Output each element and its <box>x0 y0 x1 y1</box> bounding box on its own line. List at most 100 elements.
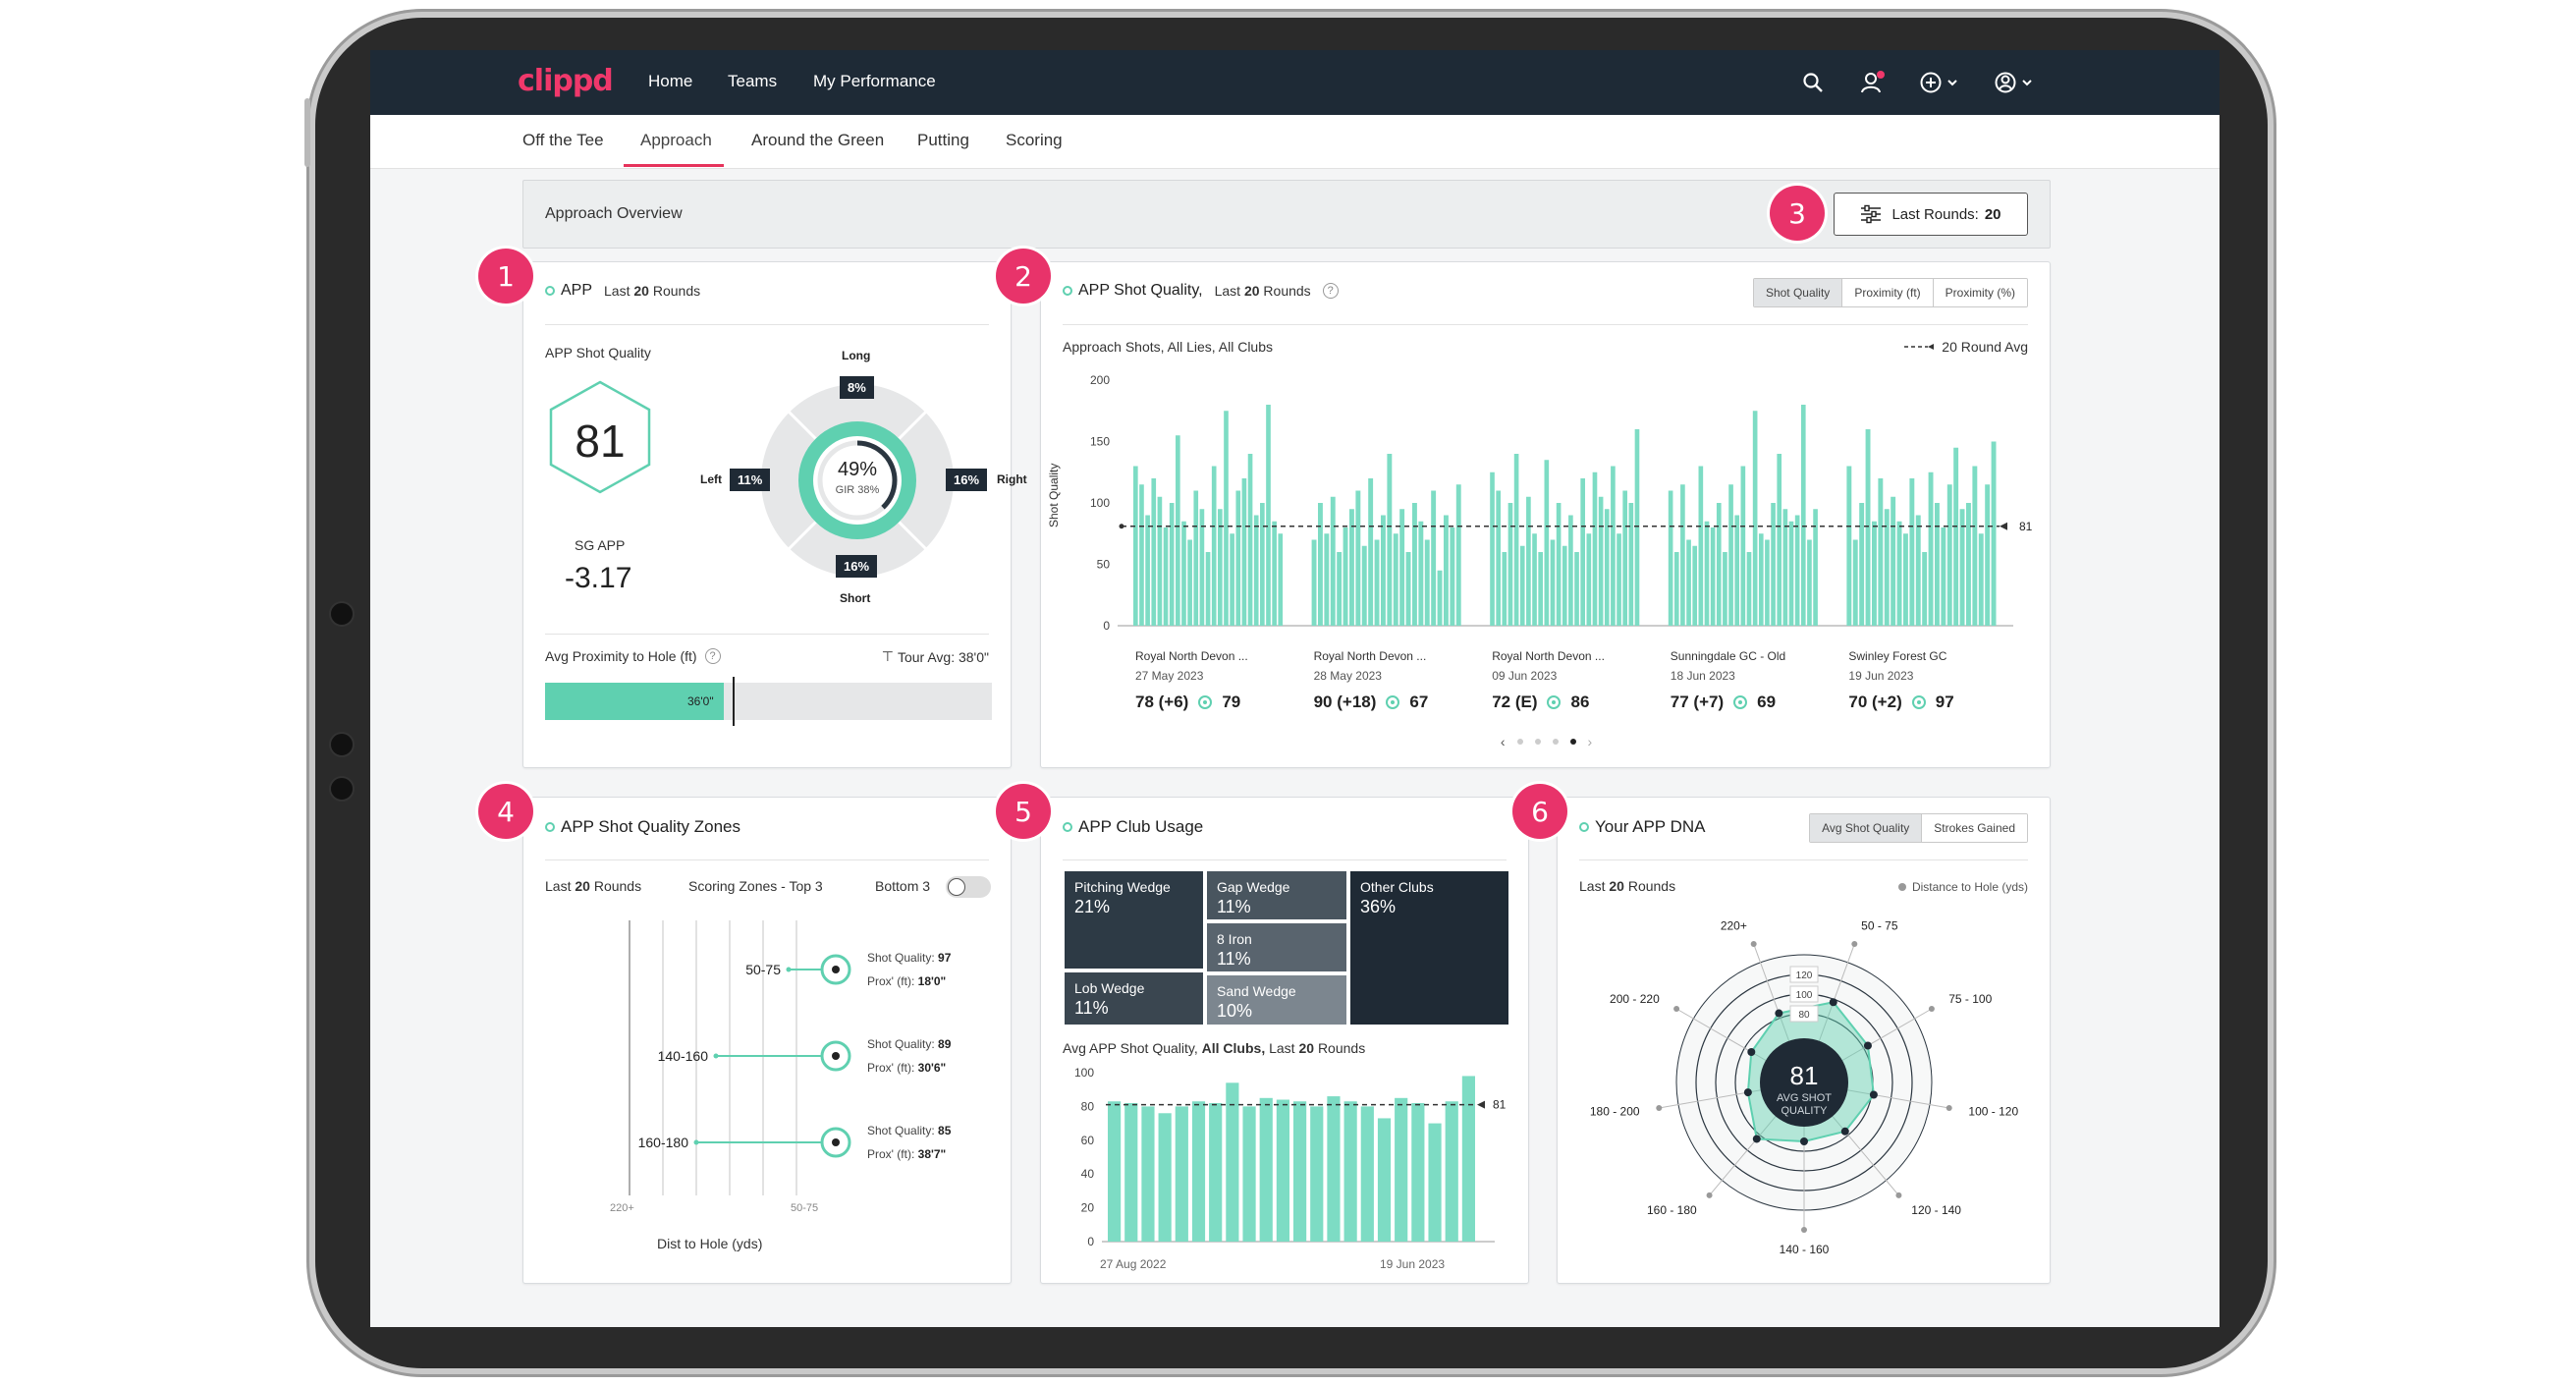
club-lob-wedge[interactable]: Lob Wedge 11% <box>1063 970 1205 1026</box>
y-tick-label: 100 <box>1074 1066 1094 1080</box>
bar <box>1728 484 1733 626</box>
search-icon[interactable] <box>1794 64 1832 101</box>
bar <box>1859 503 1865 626</box>
shot-quality-hexagon <box>549 380 651 494</box>
bar <box>1502 552 1507 626</box>
people-notification-icon[interactable] <box>1855 64 1892 101</box>
zones-axis-left: 220+ <box>610 1202 634 1214</box>
bar <box>1622 490 1628 626</box>
pager-dot[interactable] <box>1552 739 1559 745</box>
bar <box>1903 533 1908 626</box>
proximity-bar-fill <box>545 683 724 720</box>
radar-axis-label: 200 - 220 <box>1610 992 1660 1006</box>
bar <box>1704 521 1710 626</box>
bar <box>1411 1102 1425 1242</box>
zone-proximity: Prox' (ft): 38'7" <box>867 1147 946 1161</box>
miss-compass: Long 8% 11% 16% 16% Short Left Right 49%… <box>700 349 1027 605</box>
round-date: 27 May 2023 <box>1135 669 1204 683</box>
y-tick-label: 0 <box>1103 619 1110 633</box>
toggle-proximity-ft[interactable]: Proximity (ft) <box>1842 279 1934 306</box>
bar <box>1278 533 1284 626</box>
status-ring-icon <box>545 822 555 832</box>
radar-axis-dot <box>1706 1192 1713 1198</box>
bar <box>1445 1101 1458 1242</box>
bar <box>1224 411 1229 626</box>
bar <box>1218 509 1223 626</box>
radar-center-value: 81 <box>1789 1061 1819 1090</box>
bar <box>1424 539 1430 626</box>
y-tick-label: 100 <box>1090 496 1110 510</box>
nav-my-performance[interactable]: My Performance <box>813 72 936 90</box>
bar <box>1686 539 1691 626</box>
round-summary[interactable]: Swinley Forest GC 19 Jun 2023 70 (+2) 97 <box>1848 649 2017 712</box>
bar <box>1538 552 1543 626</box>
bar <box>1519 545 1525 626</box>
bar <box>1163 527 1169 626</box>
compass-long-label: Long <box>842 349 871 362</box>
toggle-shot-quality[interactable]: Shot Quality <box>1753 279 1843 306</box>
tab-approach[interactable]: Approach <box>640 131 712 149</box>
user-account-icon[interactable] <box>1991 64 2044 101</box>
toggle-proximity-pct[interactable]: Proximity (%) <box>1933 279 2027 306</box>
shot-quality-label: APP Shot Quality <box>545 345 651 360</box>
chevron-right-icon[interactable]: › <box>1587 734 1593 749</box>
toggle-strokes-gained[interactable]: Strokes Gained <box>1922 814 2027 842</box>
round-summary[interactable]: Royal North Devon ... 27 May 2023 78 (+6… <box>1135 649 1304 712</box>
club-8-iron[interactable]: 8 Iron 11% <box>1205 921 1348 973</box>
bottom3-toggle[interactable] <box>946 876 991 898</box>
zones-rounds-label: Last 20 Rounds <box>545 878 642 894</box>
club-other-clubs[interactable]: Other Clubs 36% <box>1348 869 1510 1026</box>
bar <box>1318 503 1323 626</box>
status-ring-icon <box>1063 286 1072 296</box>
help-icon[interactable]: ? <box>1322 283 1339 299</box>
pager-dot[interactable] <box>1516 739 1523 745</box>
tab-around-the-green[interactable]: Around the Green <box>751 131 885 149</box>
zone-range-label: 160-180 <box>638 1135 689 1150</box>
nav-home[interactable]: Home <box>648 72 693 90</box>
dna-legend: Distance to Hole (yds) <box>1897 880 2028 894</box>
round-shot-quality: 79 <box>1222 693 1241 711</box>
bar <box>1361 545 1367 626</box>
compass-right-pct: 16% <box>946 469 988 491</box>
round-summary[interactable]: Sunningdale GC - Old 18 Jun 2023 77 (+7)… <box>1671 649 1839 712</box>
callout-badge-4: 4 <box>478 784 533 839</box>
tab-putting[interactable]: Putting <box>917 131 969 149</box>
tab-scoring[interactable]: Scoring <box>1006 131 1063 149</box>
y-tick-label: 0 <box>1087 1235 1094 1248</box>
shot-quality-chart: 0 50 100 150 200 81 <box>1090 373 2033 633</box>
help-icon[interactable]: ? <box>704 648 721 664</box>
radar-axis-dot <box>1895 1192 1902 1198</box>
zone-marker-center <box>832 966 840 973</box>
bar <box>1199 509 1205 626</box>
clippd-logo[interactable]: clippd <box>518 64 614 98</box>
radar-axis-dot <box>1656 1105 1663 1112</box>
shot-quality-value: 81 <box>575 416 626 467</box>
bar <box>1884 509 1890 626</box>
proximity-bar-value: 36'0" <box>687 694 714 708</box>
zones-xlabel: Dist to Hole (yds) <box>657 1236 763 1251</box>
bar <box>1586 533 1592 626</box>
last-rounds-label: Last Rounds: <box>1891 205 1979 223</box>
tab-off-the-tee[interactable]: Off the Tee <box>522 131 604 149</box>
divider <box>545 324 989 325</box>
club-gap-wedge[interactable]: Gap Wedge 11% <box>1205 869 1348 921</box>
toggle-avg-shot-quality[interactable]: Avg Shot Quality <box>1810 814 1923 842</box>
add-circle-icon[interactable] <box>1916 64 1969 101</box>
quality-ring-icon <box>1547 695 1562 709</box>
nav-teams[interactable]: Teams <box>728 72 778 90</box>
club-pitching-wedge[interactable]: Pitching Wedge 21% <box>1063 869 1205 970</box>
last-rounds-filter-button[interactable]: Last Rounds: 20 <box>1834 193 2028 236</box>
bar <box>1978 533 1984 626</box>
bar <box>1794 515 1800 626</box>
club-sand-wedge[interactable]: Sand Wedge 10% <box>1205 973 1348 1026</box>
zone-shot-quality: Shot Quality: 97 <box>867 951 952 965</box>
bar <box>1141 1106 1155 1242</box>
ring-label: 100 <box>1796 990 1813 1001</box>
chevron-left-icon[interactable]: ‹ <box>1500 734 1506 749</box>
pager-dot-active[interactable] <box>1569 739 1576 745</box>
round-summary[interactable]: Royal North Devon ... 09 Jun 2023 72 (E)… <box>1492 649 1661 712</box>
radar-point <box>1800 1137 1808 1145</box>
pager-dot[interactable] <box>1534 739 1541 745</box>
bar <box>1758 533 1764 626</box>
round-summary[interactable]: Royal North Devon ... 28 May 2023 90 (+1… <box>1314 649 1483 712</box>
